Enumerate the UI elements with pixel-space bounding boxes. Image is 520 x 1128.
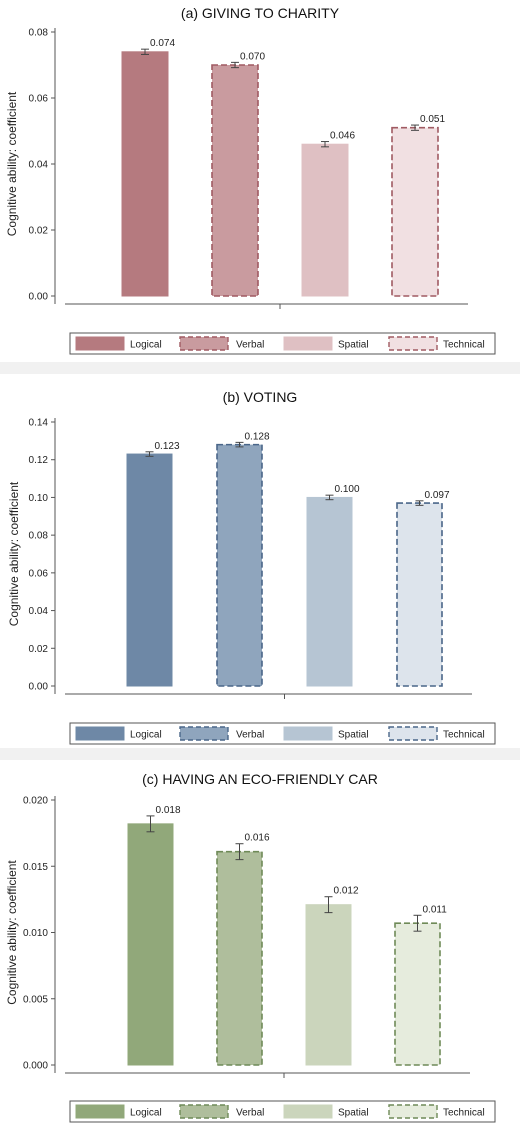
chart-panel-c: (c) HAVING AN ECO-FRIENDLY CAR Cognitive … [0, 760, 520, 1128]
y-tick-label: 0.08 [29, 28, 49, 39]
legend-swatch-verbal [179, 1104, 229, 1119]
value-label: 0.100 [335, 484, 360, 495]
legend-swatch-spatial [283, 336, 333, 351]
y-tick-label: 0.010 [23, 928, 48, 939]
bar-verbal [216, 850, 263, 1066]
legend-label: Technical [443, 340, 485, 351]
bar-spatial [301, 143, 349, 297]
y-tick-label: 0.06 [29, 568, 49, 579]
legend-swatch-technical [388, 336, 438, 351]
y-tick-label: 0.06 [29, 94, 49, 105]
y-tick-label: 0.04 [29, 606, 49, 617]
y-axis-label: Cognitive ability: coefficient [5, 860, 19, 1005]
y-tick-label: 0.015 [23, 862, 48, 873]
y-tick-label: 0.02 [29, 644, 49, 655]
value-label: 0.018 [156, 805, 181, 816]
legend-label: Verbal [236, 730, 264, 741]
legend-swatch-verbal [179, 336, 229, 351]
legend-swatch-technical [388, 1104, 438, 1119]
chart-title: (b) VOTING [223, 389, 298, 405]
bar-verbal [216, 443, 263, 687]
chart-title: (a) GIVING TO CHARITY [181, 5, 340, 21]
chart-eco-friendly-car: (c) HAVING AN ECO-FRIENDLY CAR Cognitive … [5, 771, 496, 1123]
legend-label: Verbal [236, 340, 264, 351]
legend-label: Spatial [338, 1108, 369, 1119]
legend-swatch-logical [75, 336, 125, 351]
panel-separator [0, 362, 520, 374]
legend-swatch-logical [75, 726, 125, 741]
legend-swatch-verbal [179, 726, 229, 741]
bar-logical [126, 453, 173, 687]
y-tick-label: 0.10 [29, 493, 49, 504]
panel-separator [0, 748, 520, 760]
y-tick-label: 0.12 [29, 455, 49, 466]
chart-title: (c) HAVING AN ECO-FRIENDLY CAR [142, 771, 378, 787]
y-tick-label: 0.00 [29, 292, 49, 303]
bar-technical [391, 126, 439, 297]
legend-swatch-spatial [283, 726, 333, 741]
value-label: 0.128 [245, 431, 270, 442]
legend-swatch-spatial [283, 1104, 333, 1119]
y-tick-label: 0.02 [29, 226, 49, 237]
y-tick-label: 0.000 [23, 1061, 48, 1072]
chart-panel-a: (a) GIVING TO CHARITY Cognitive ability: … [0, 0, 520, 362]
bar-logical [127, 823, 174, 1066]
legend-label: Technical [443, 1108, 485, 1119]
y-tick-label: 0.020 [23, 796, 48, 807]
value-label: 0.051 [420, 114, 445, 125]
bar-spatial [306, 496, 353, 687]
legend-label: Logical [130, 340, 162, 351]
value-label: 0.016 [245, 833, 270, 844]
bar-spatial [305, 904, 352, 1066]
legend-swatch-logical [75, 1104, 125, 1119]
chart-voting: (b) VOTING Cognitive ability: coefficient… [7, 389, 496, 745]
legend-label: Spatial [338, 730, 369, 741]
y-axis-label: Cognitive ability: coefficient [5, 91, 19, 236]
legend-swatch-technical [388, 726, 438, 741]
chart-panel-b: (b) VOTING Cognitive ability: coefficient… [0, 374, 520, 748]
value-label: 0.046 [330, 131, 355, 142]
value-label: 0.070 [240, 51, 265, 62]
legend-label: Verbal [236, 1108, 264, 1119]
legend-label: Spatial [338, 340, 369, 351]
y-tick-label: 0.005 [23, 994, 48, 1005]
legend-label: Technical [443, 730, 485, 741]
bar-technical [394, 922, 441, 1066]
chart-giving-to-charity: (a) GIVING TO CHARITY Cognitive ability: … [5, 5, 496, 355]
y-tick-label: 0.00 [29, 682, 49, 693]
value-label: 0.123 [155, 441, 180, 452]
y-axis-label: Cognitive ability: coefficient [7, 481, 21, 626]
legend-label: Logical [130, 730, 162, 741]
y-tick-label: 0.08 [29, 531, 49, 542]
y-tick-label: 0.14 [29, 418, 49, 429]
value-label: 0.097 [425, 490, 450, 501]
bar-logical [121, 51, 169, 297]
y-tick-label: 0.04 [29, 160, 49, 171]
value-label: 0.074 [150, 38, 175, 49]
value-label: 0.011 [423, 904, 448, 915]
value-label: 0.012 [334, 886, 359, 897]
legend-label: Logical [130, 1108, 162, 1119]
bar-verbal [211, 64, 259, 297]
bar-technical [396, 502, 443, 687]
